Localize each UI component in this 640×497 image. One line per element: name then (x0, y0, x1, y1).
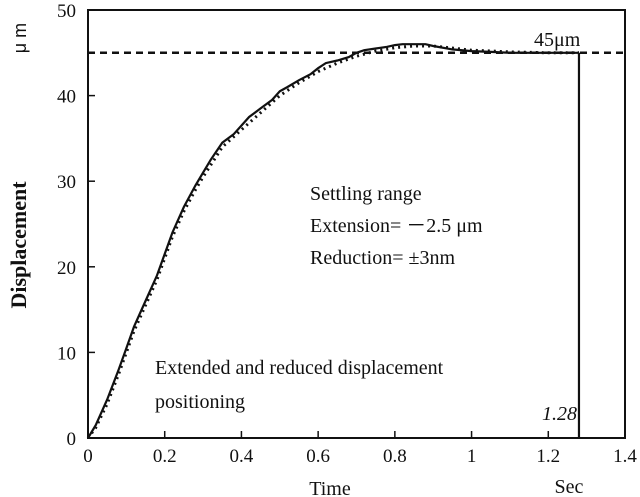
series-layer (86, 43, 579, 439)
series-1-dotted-line (86, 44, 579, 439)
positioning-note-line1: Extended and reduced displacement (155, 357, 444, 379)
x-tick-label-3: 0.6 (306, 446, 330, 467)
x-axis-ticks: 0 0.2 0.4 0.6 0.8 1 1.2 1.4 (83, 431, 637, 467)
y-axis-title: Displacement (6, 181, 31, 309)
settling-extension: Extension= －2.5 μm (310, 215, 483, 237)
x-axis-title: Time (309, 478, 351, 497)
y-axis-unit: μ m (10, 23, 30, 53)
y-tick-label-4: 40 (57, 87, 76, 108)
reference-layer (88, 51, 625, 438)
y-tick-label-5: 50 (57, 1, 76, 22)
y-tick-label-3: 30 (57, 172, 76, 193)
positioning-note-line2: positioning (155, 391, 245, 413)
x-tick-label-2: 0.4 (230, 446, 254, 467)
settling-time-label: 1.28 (542, 403, 577, 425)
plot-frame (87, 9, 626, 439)
y-tick-label-0: 0 (67, 429, 77, 450)
x-axis-unit: Sec (555, 476, 584, 497)
y-tick-label-2: 20 (57, 258, 76, 279)
x-tick-label-1: 0.2 (153, 446, 177, 467)
x-tick-label-0: 0 (83, 446, 93, 467)
settling-reduction: Reduction= ±3nm (310, 247, 455, 269)
x-tick-label-4: 0.8 (383, 446, 407, 467)
x-tick-label-6: 1.2 (536, 446, 560, 467)
y-tick-label-1: 10 (57, 343, 76, 364)
y-axis-ticks: 0 10 20 30 40 50 (57, 1, 95, 450)
reference-line-label: 45μm (534, 29, 581, 51)
settling-range-title: Settling range (310, 183, 422, 205)
x-tick-label-7: 1.4 (613, 446, 637, 467)
plot-area (87, 9, 626, 439)
x-tick-label-5: 1 (467, 446, 477, 467)
